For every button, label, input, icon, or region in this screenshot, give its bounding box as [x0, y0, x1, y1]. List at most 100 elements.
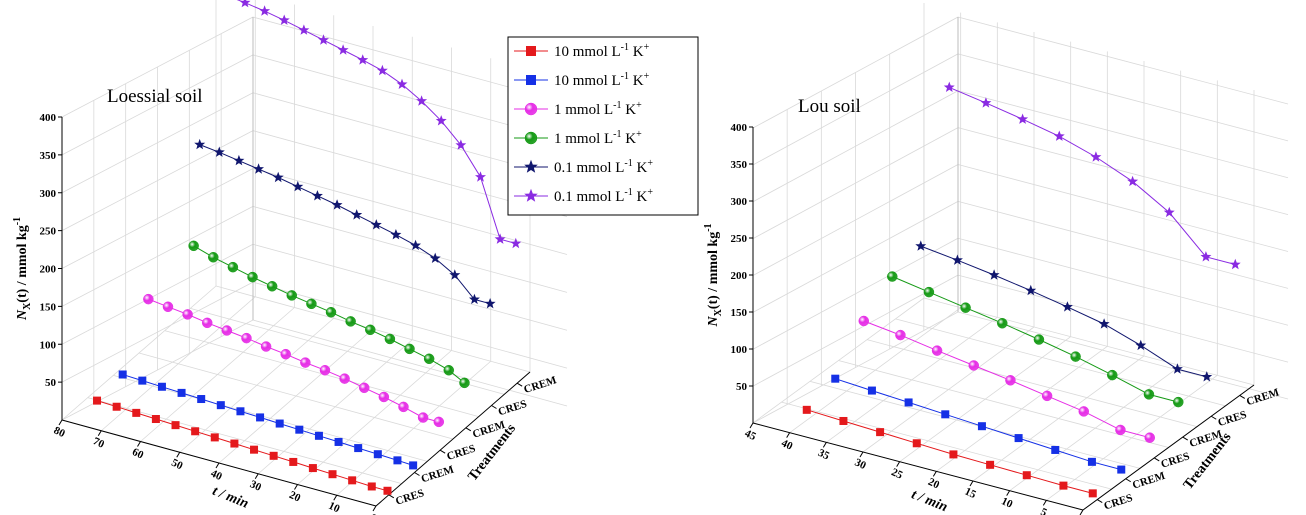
series-0	[236, 0, 522, 249]
data-point	[357, 54, 369, 65]
data-point	[358, 382, 370, 394]
legend-item: 0.1 mmol L-1 K+	[514, 158, 653, 176]
data-point	[941, 410, 950, 419]
data-point	[1173, 396, 1184, 408]
data-point	[831, 374, 840, 383]
legend-marker	[524, 159, 538, 173]
data-point	[118, 370, 127, 379]
data-point	[1078, 406, 1090, 417]
y-tick-label: 150	[40, 301, 57, 313]
data-point	[1005, 375, 1016, 386]
treatment-label: CRES	[445, 443, 477, 463]
legend-item: 1 mmol L-1 K+	[514, 129, 642, 147]
x-tick-label: 10	[326, 500, 341, 515]
series-5	[93, 396, 392, 495]
legend-ion: K	[633, 160, 648, 176]
data-point	[250, 445, 259, 454]
y-tick-label: 250	[40, 226, 57, 238]
z-tick-mark	[1210, 415, 1217, 420]
data-point	[867, 386, 876, 395]
data-point	[949, 450, 958, 459]
data-point	[256, 413, 265, 422]
data-point	[370, 219, 382, 230]
z-tick-mark	[388, 494, 395, 499]
x-tick-label: 35	[816, 447, 831, 463]
x-axis-title: t / min	[210, 484, 250, 512]
x-tick-mark	[969, 480, 974, 487]
treatment-label: CREM	[420, 463, 456, 485]
y-tick-label: 300	[731, 196, 748, 208]
legend-label: 1 mmol L-1 K+	[554, 100, 642, 118]
legend-ion: K	[622, 131, 637, 147]
data-point	[112, 402, 121, 411]
data-point	[997, 317, 1008, 329]
data-point	[986, 460, 995, 469]
y-tick-label: 100	[40, 339, 57, 351]
x-tick-label: 25	[889, 466, 904, 482]
data-point	[194, 138, 206, 150]
data-point	[1098, 318, 1110, 329]
legend-ion-sup: +	[644, 71, 650, 82]
panel-annotation: Loessial soil	[107, 86, 203, 107]
data-point	[247, 271, 258, 283]
series-line	[236, 0, 516, 244]
legend-ion-sup: +	[647, 187, 653, 198]
data-point	[895, 329, 906, 341]
data-point	[410, 239, 421, 251]
data-point	[210, 433, 219, 442]
x-tick-mark	[58, 419, 63, 426]
data-point	[393, 456, 402, 465]
legend-text: 10 mmol L	[554, 44, 621, 60]
data-point	[887, 271, 898, 282]
data-point	[952, 254, 963, 265]
data-point	[1107, 369, 1118, 381]
data-point	[977, 422, 986, 431]
x-tick-mark	[137, 441, 141, 447]
z-tick-mark	[1096, 499, 1103, 504]
z-axis-line	[375, 371, 531, 507]
legend-item: 1 mmol L-1 K+	[514, 100, 642, 118]
legend-item: 10 mmol L-1 K+	[514, 42, 650, 60]
data-point	[308, 464, 317, 473]
data-point	[417, 412, 429, 423]
legend-sup: -1	[621, 42, 629, 53]
data-point	[373, 450, 382, 459]
x-tick-mark	[294, 484, 298, 490]
series-5	[802, 405, 1097, 498]
data-point	[469, 293, 480, 305]
data-point	[396, 78, 408, 89]
x-tick-label: 20	[287, 489, 302, 505]
treatment-label: CRES	[1102, 492, 1134, 512]
data-point	[138, 376, 147, 385]
axes-frame	[752, 17, 1255, 511]
data-point	[365, 324, 376, 336]
data-point	[191, 427, 200, 436]
data-point	[839, 416, 848, 425]
series-1	[194, 138, 496, 309]
x-tick-mark	[1079, 509, 1084, 515]
data-point	[345, 316, 356, 327]
series-line	[199, 144, 491, 305]
legend-sup: -1	[613, 100, 621, 111]
treatment-label: CRES	[1216, 409, 1248, 429]
data-point	[337, 44, 349, 55]
data-point	[233, 154, 245, 166]
y-axis-title-n: N	[15, 309, 30, 321]
panel-left: 50 100 150 200 250 300 350 400 0 10 20 30 40 50 60 70 80…	[12, 0, 568, 515]
legend-label: 10 mmol L-1 K+	[554, 71, 650, 89]
data-point	[1200, 251, 1212, 262]
data-point	[429, 252, 441, 263]
data-point	[904, 398, 913, 407]
y-axis-title-n: N	[706, 316, 721, 328]
series-2	[188, 240, 470, 389]
data-point	[280, 348, 291, 360]
legend-ion: K	[633, 189, 648, 205]
legend-item: 10 mmol L-1 K+	[514, 71, 650, 89]
data-point	[236, 407, 245, 416]
data-point	[197, 395, 206, 404]
data-point	[306, 298, 317, 310]
x-tick-mark	[1042, 500, 1047, 506]
legend-ion-sup: +	[636, 129, 642, 140]
data-point	[980, 97, 992, 108]
